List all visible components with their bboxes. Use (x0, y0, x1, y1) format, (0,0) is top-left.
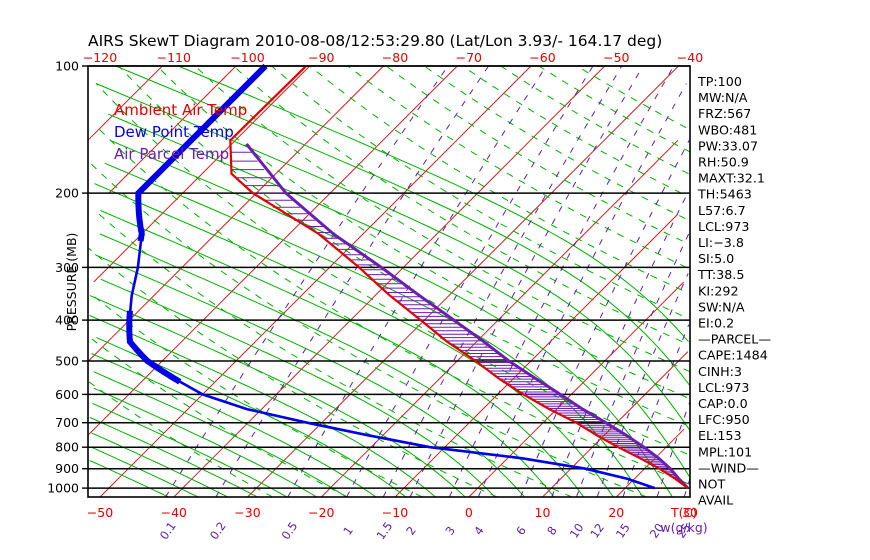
panel-row-avail: AVAIL (698, 493, 733, 508)
panel-row-ei: EI:0.2 (698, 316, 734, 331)
panel-row-cap: CAP:0.0 (698, 396, 748, 411)
legend: Ambient Air Temp Dew Point Temp Air Parcel… (114, 101, 247, 163)
top-temp-tick: −110 (157, 50, 191, 65)
pressure-tick: 400 (55, 313, 79, 328)
bottom-temp-tick: −40 (161, 505, 187, 520)
panel-row-l57: L57:6.7 (698, 203, 746, 218)
bottom-temperature-axis: −50 −40 −30 −20 −10 0 10 20 30 (87, 505, 698, 520)
mixing-ratio-tick: 15 (613, 521, 633, 541)
panel-row-ki: KI:292 (698, 283, 739, 298)
panel-row-lfc: LFC:950 (698, 412, 750, 427)
pressure-tick: 900 (55, 461, 79, 476)
pressure-axis-label: PRESSURE (MB) (64, 233, 79, 332)
mixing-ratio-tick: 12 (587, 521, 607, 541)
mixing-ratio-tick: 10 (567, 521, 587, 541)
panel-row-li: LI:−3.8 (698, 235, 744, 250)
panel-row-tp: TP:100 (697, 74, 742, 89)
panel-row-tt: TT:38.5 (697, 267, 744, 282)
panel-row-rh: RH:50.9 (698, 155, 749, 170)
panel-row-not: NOT (698, 477, 725, 492)
top-temp-tick: −50 (603, 50, 629, 65)
panel-row-mpl: MPL:101 (698, 444, 752, 459)
panel-row-frz: FRZ:567 (698, 106, 751, 121)
panel-row-pw: PW:33.07 (698, 138, 758, 153)
sounding-curves (126, 63, 689, 490)
panel-row-el: EL:153 (698, 428, 742, 443)
pressure-tick: 700 (55, 415, 79, 430)
panel-row-sw: SW:N/A (698, 299, 745, 314)
top-temp-tick: −40 (677, 50, 703, 65)
legend-item-1: Ambient Air Temp (114, 101, 247, 119)
bottom-temp-tick: 30 (682, 505, 698, 520)
panel-row-wbo: WBO:481 (698, 122, 757, 137)
pressure-tick: 500 (55, 354, 79, 369)
panel-row-parcel: —PARCEL— (698, 332, 771, 347)
bottom-temp-tick: −50 (87, 505, 113, 520)
bottom-temp-tick: 10 (535, 505, 551, 520)
panel-row-lcl2: LCL:973 (698, 380, 750, 395)
pressure-tick: 300 (55, 260, 79, 275)
top-temperature-axis: −120 −110 −100 −90 −80 −70 −60 −50 −40 (83, 50, 703, 65)
panel-row-maxt: MAXT:32.1 (698, 171, 765, 186)
panel-row-cape: CAPE:1484 (698, 348, 768, 363)
panel-row-th: TH:5463 (697, 187, 752, 202)
top-temp-tick: −90 (308, 50, 334, 65)
pressure-tick: 800 (55, 440, 79, 455)
chart-title: AIRS SkewT Diagram 2010-08-08/12:53:29.8… (88, 32, 662, 50)
top-temp-tick: −60 (529, 50, 555, 65)
bottom-temp-tick: −10 (382, 505, 408, 520)
mixing-ratio-tick: 25 (674, 521, 694, 541)
mixing-ratio-axis: 0.1 0.2 0.5 1 1.5 2 3 4 6 8 10 12 15 20 25 (157, 519, 694, 542)
panel-row-si: SI:5.0 (698, 251, 734, 266)
top-temp-tick: −70 (456, 50, 482, 65)
legend-item-3: Air Parcel Temp (114, 145, 229, 163)
plot-frame (87, 65, 691, 498)
panel-row-lcl: LCL:973 (698, 219, 750, 234)
panel-row-mw: MW:N/A (698, 90, 748, 105)
pressure-tick: 600 (55, 387, 79, 402)
legend-item-2: Dew Point Temp (114, 123, 234, 141)
temperature-axis-title: T(C) (670, 505, 697, 520)
bottom-temp-tick: −20 (308, 505, 334, 520)
pressure-tick: 200 (55, 186, 79, 201)
top-temp-tick: −120 (83, 50, 117, 65)
top-temp-tick: −80 (382, 50, 408, 65)
mixing-ratio-tick: 20 (647, 521, 667, 541)
bottom-temp-tick: 0 (465, 505, 473, 520)
bottom-temp-tick: −30 (234, 505, 260, 520)
panel-row-cinh: CINH:3 (698, 364, 742, 379)
bottom-temp-tick: 20 (608, 505, 624, 520)
pressure-tick: 1000 (47, 481, 79, 496)
top-temp-tick: −100 (230, 50, 264, 65)
mixing-ratio-axis-title: w(g/kg) (660, 520, 707, 535)
pressure-tick: 100 (55, 59, 79, 74)
panel-row-wind: —WIND— (698, 460, 759, 475)
pressure-axis: 100 200 300 400 500 600 700 800 900 1000 (47, 59, 88, 496)
